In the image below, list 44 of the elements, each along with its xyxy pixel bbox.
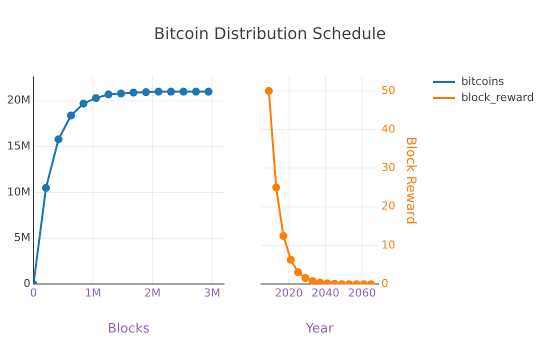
point bbox=[264, 86, 273, 95]
y2-tick-label: 0 bbox=[381, 277, 388, 290]
point bbox=[54, 135, 62, 144]
point bbox=[204, 88, 213, 96]
x-tick-label: 2060 bbox=[348, 286, 376, 300]
point bbox=[272, 184, 280, 192]
y2-tick-label: 20 bbox=[381, 200, 396, 213]
point bbox=[192, 88, 200, 96]
y-tick-label: 5M bbox=[14, 231, 30, 244]
point bbox=[66, 112, 75, 120]
legend-label: block_reward bbox=[461, 90, 534, 106]
x-tick-label: 3M bbox=[204, 286, 220, 300]
x-tick-label: 2M bbox=[144, 286, 161, 300]
point bbox=[180, 88, 188, 96]
x-tick-label: 1M bbox=[84, 286, 102, 300]
y-tick-label: 15M bbox=[6, 140, 30, 153]
point bbox=[286, 256, 295, 264]
x-axis-title: Year bbox=[304, 322, 334, 337]
point bbox=[308, 277, 317, 284]
point bbox=[279, 232, 288, 240]
x-tick-label: 2020 bbox=[274, 286, 303, 300]
point bbox=[142, 88, 150, 96]
point bbox=[117, 90, 126, 98]
y2-tick-label: 30 bbox=[381, 161, 396, 174]
point bbox=[294, 268, 302, 276]
y-tick-label: 10M bbox=[6, 185, 30, 198]
y-tick-label: 0 bbox=[23, 277, 30, 290]
y2-tick-label: 50 bbox=[381, 84, 396, 97]
point bbox=[154, 88, 163, 96]
point bbox=[42, 184, 50, 192]
text: bitcoins bbox=[461, 75, 504, 88]
x-axis-title: Blocks bbox=[108, 322, 150, 337]
text: Bitcoin Distribution Schedule bbox=[153, 24, 387, 43]
point bbox=[92, 94, 100, 102]
y-tick-label: 20M bbox=[6, 94, 30, 107]
y2-tick-label: 40 bbox=[381, 122, 396, 136]
x-tick-label: 2040 bbox=[311, 286, 340, 300]
point bbox=[316, 278, 324, 284]
point bbox=[79, 100, 88, 108]
y2-axis-title: Block Reward bbox=[402, 136, 418, 224]
y2-tick-label: 10 bbox=[381, 238, 396, 252]
point bbox=[167, 88, 176, 96]
point bbox=[130, 88, 138, 97]
point bbox=[104, 90, 112, 98]
